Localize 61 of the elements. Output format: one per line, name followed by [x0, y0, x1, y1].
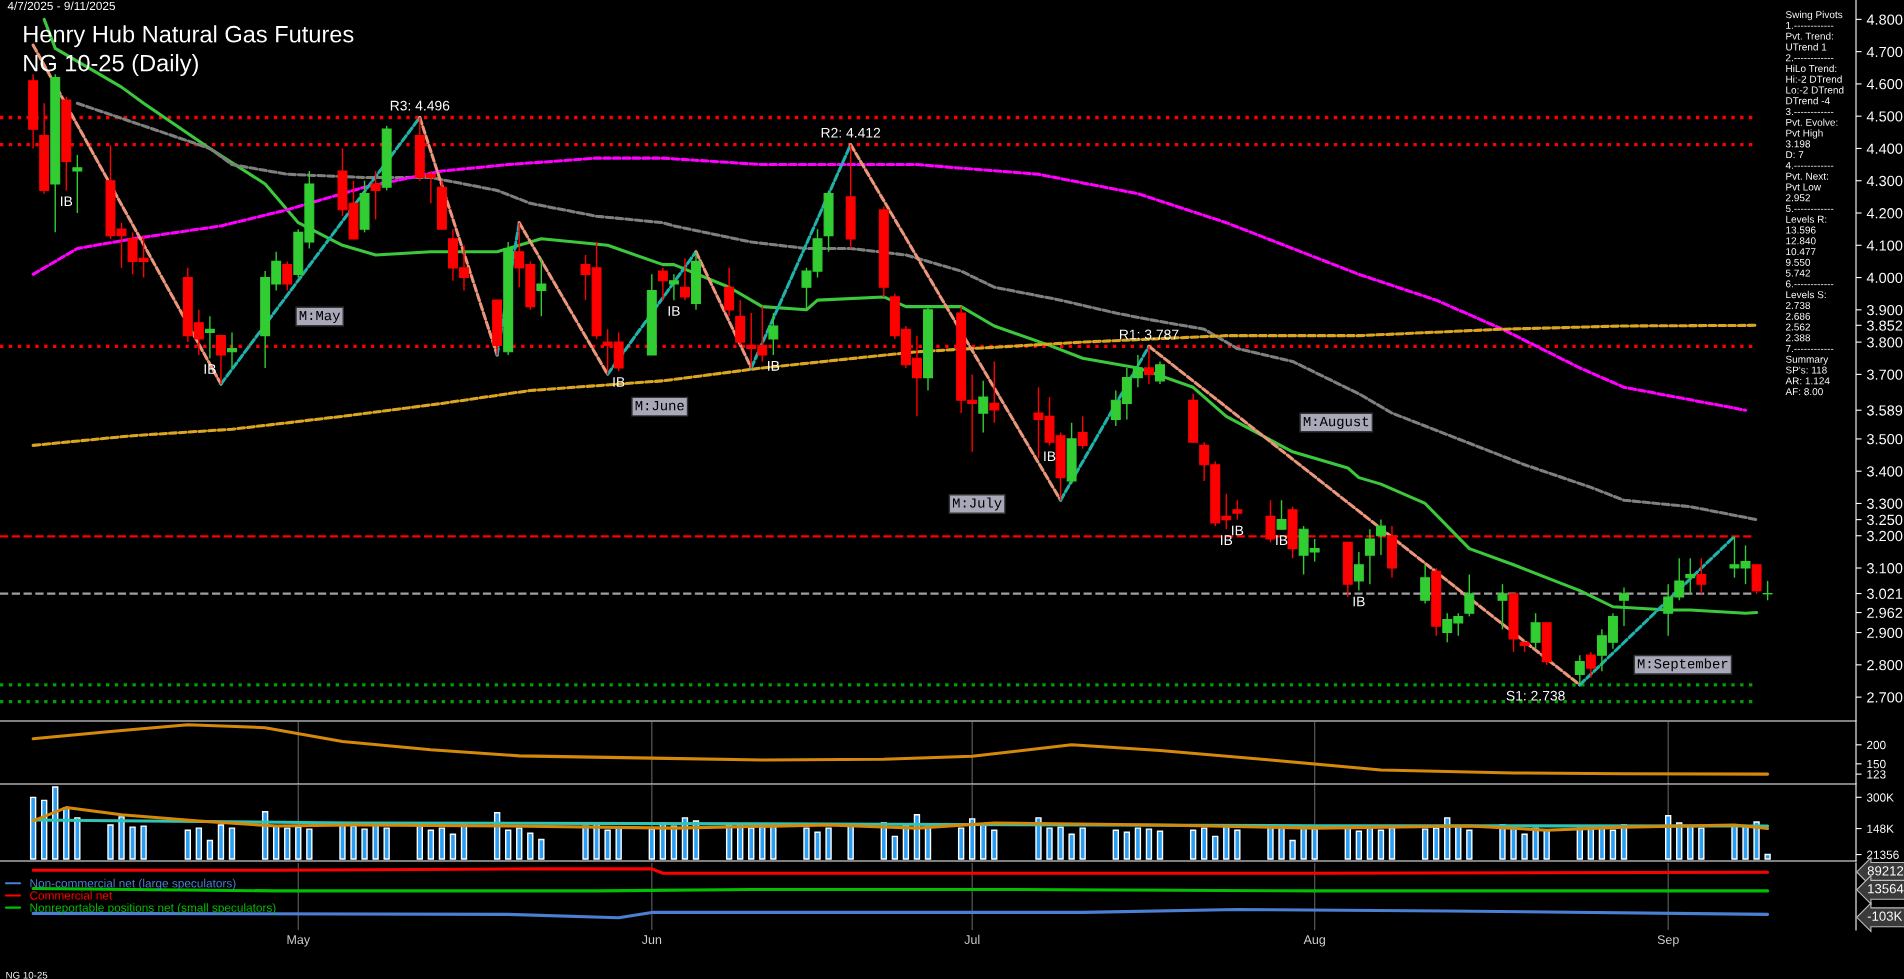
- y-tick-label: 2.900: [1867, 627, 1903, 638]
- annotation: IB: [1232, 525, 1244, 536]
- x-tick-label: Sep: [1657, 935, 1679, 947]
- y-tick-label: 4.100: [1866, 240, 1903, 251]
- y-tick-label: 3.021: [1866, 588, 1903, 599]
- text: -103K: [1867, 911, 1903, 921]
- y-tick-label: 123: [1867, 770, 1886, 779]
- y-tick-label: 21356: [1867, 850, 1899, 859]
- y-tick-label: 4.200: [1866, 208, 1903, 219]
- y-tick-label: 3.852: [1866, 320, 1903, 331]
- annotation: IB: [768, 361, 780, 371]
- y-tick-label: 3.800: [1866, 337, 1903, 348]
- annotation: 4/7/2025 - 9/11/2025: [7, 1, 116, 11]
- y-tick-label: 3.900: [1866, 304, 1903, 316]
- x-tick-label: Jun: [641, 935, 662, 945]
- y-tick-label: 3.100: [1866, 563, 1903, 574]
- y-tick-label: 3.300: [1866, 498, 1903, 509]
- annotation: M:August: [1303, 416, 1369, 429]
- annotation: M:June: [635, 401, 684, 411]
- text: Swing Pivots 1.------------ Pvt. Trend: UTrend 1 2.------------ HiLo Trend: Hi:-2 DTrend Lo:-2 DTrend DTrend -4 3.------------ Pvt. Evolve: Pvt High 3.198 D: 7 4.------------ Pvt. Next: Pvt Low 2.952 5.------------ Levels R: 13.596 12.840 10.477 9.550 5.742 6.------------ Levels S: 2.738 2.686 2.562 2.388 7.------------ Summary SP's: 118 AR: 1.124 AF: 8.00: [1785, 10, 1844, 396]
- legend-label: Nonreportable positions net (small speculators): [30, 903, 276, 915]
- y-tick-label: 3.200: [1866, 530, 1903, 542]
- y-tick-label: 4.000: [1866, 272, 1903, 283]
- y-tick-label: 150: [1867, 759, 1886, 769]
- annotation: M:July: [953, 497, 1002, 511]
- legend-label: Non-commercial net (large speculators): [30, 878, 236, 890]
- y-tick-label: 4.800: [1866, 14, 1903, 25]
- y-tick-label: 4.300: [1866, 175, 1903, 187]
- y-tick-label: 3.250: [1866, 514, 1903, 526]
- y-tick-label: 3.700: [1866, 369, 1903, 380]
- x-tick-label: May: [287, 935, 311, 947]
- annotation: M:May: [299, 310, 341, 323]
- x-tick-label: Aug: [1303, 935, 1325, 947]
- x-tick-label: Jul: [964, 934, 980, 945]
- y-tick-label: 3.400: [1866, 466, 1903, 477]
- legend-label: Commercial net: [30, 891, 113, 900]
- y-tick-label: 2.700: [1867, 692, 1903, 703]
- y-tick-label: 4.700: [1866, 46, 1903, 58]
- y-tick-label: 300K: [1866, 793, 1894, 802]
- y-tick-label: 4.400: [1866, 143, 1903, 154]
- y-tick-label: 3.589: [1866, 405, 1903, 416]
- y-tick-label: 200: [1867, 740, 1886, 750]
- annotation: M:September: [1637, 658, 1728, 672]
- annotation: R3: 4.496: [390, 100, 450, 111]
- y-tick-label: 4.500: [1866, 111, 1903, 122]
- text: NG 10-25: [6, 971, 48, 979]
- annotation: IB: [1044, 451, 1056, 461]
- annotation: R2: 4.412: [821, 127, 881, 138]
- annotation: IB: [668, 306, 680, 316]
- text: 89212: [1867, 866, 1904, 876]
- y-tick-label: 2.962: [1867, 607, 1903, 618]
- annotation: IB: [1353, 596, 1365, 607]
- annotation: IB: [1221, 535, 1233, 545]
- annotation: IB: [61, 196, 73, 207]
- y-tick-label: 4.600: [1866, 79, 1903, 90]
- annotation: IB: [1276, 535, 1288, 545]
- y-tick-label: 2.800: [1867, 659, 1903, 671]
- y-tick-label: 3.500: [1866, 434, 1903, 445]
- y-tick-label: 148K: [1867, 824, 1894, 833]
- annotation: S1: 2.738: [1506, 690, 1565, 701]
- text: 13564: [1868, 884, 1904, 894]
